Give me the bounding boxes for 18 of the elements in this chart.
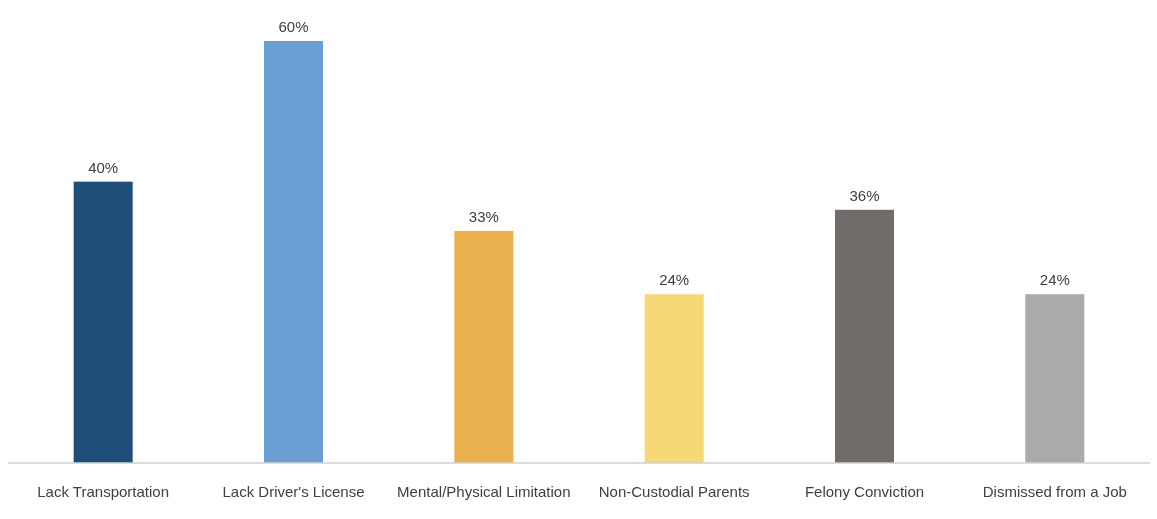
bar (835, 209, 894, 463)
x-tick-label: Mental/Physical Limitation (397, 483, 571, 500)
data-label: 24% (659, 271, 690, 289)
data-label: 36% (849, 186, 880, 204)
x-tick-label: Dismissed from a Job (982, 483, 1127, 500)
x-tick-label: Lack Transportation (37, 483, 170, 500)
x-tick-label: Non-Custodial Parents (598, 483, 750, 500)
data-label: 33% (468, 207, 499, 225)
bar (1025, 294, 1085, 463)
bar (264, 41, 323, 463)
bar (454, 230, 514, 463)
data-label: 24% (1039, 271, 1070, 289)
x-tick-label: Lack Driver's License (222, 483, 365, 500)
bar (644, 294, 704, 463)
bar (73, 181, 133, 463)
data-label: 60% (278, 18, 309, 35)
x-tick-label: Felony Conviction (804, 483, 925, 500)
data-label: 40% (88, 158, 119, 176)
